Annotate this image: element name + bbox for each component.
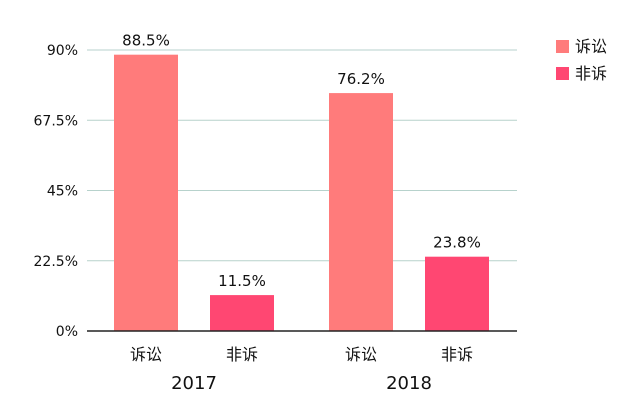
y-tick-label: 67.5%: [34, 113, 78, 129]
y-tick-label: 45%: [47, 184, 78, 200]
y-tick-label: 22.5%: [34, 254, 78, 270]
bars: [114, 54, 489, 331]
x-axis-categories: 诉讼 非诉 诉讼 非诉: [130, 345, 473, 364]
data-labels: 88.5% 11.5% 76.2% 23.8%: [122, 32, 481, 290]
x-category-label: 非诉: [441, 345, 473, 364]
y-tick-label: 90%: [47, 43, 78, 59]
x-category-label: 诉讼: [345, 345, 377, 364]
x-category-label: 非诉: [226, 345, 258, 364]
bar-2018-litigation: [329, 93, 393, 331]
data-label: 88.5%: [122, 32, 170, 50]
legend-label: 诉讼: [575, 37, 607, 56]
bar-2017-litigation: [114, 54, 178, 331]
legend-label: 非诉: [575, 64, 607, 83]
x-group-label: 2017: [171, 373, 217, 394]
legend-swatch: [556, 67, 569, 80]
y-tick-label: 0%: [56, 324, 78, 340]
data-label: 11.5%: [218, 272, 266, 290]
legend-swatch: [556, 40, 569, 53]
x-category-label: 诉讼: [130, 345, 162, 364]
x-group-label: 2018: [386, 373, 432, 394]
bar-2017-non-litigation: [210, 295, 274, 331]
data-label: 23.8%: [433, 234, 481, 252]
x-axis-groups: 2017 2018: [171, 373, 432, 394]
data-label: 76.2%: [337, 70, 385, 88]
y-axis-ticks: 0% 22.5% 45% 67.5% 90%: [34, 43, 78, 340]
bar-2018-non-litigation: [425, 256, 489, 331]
